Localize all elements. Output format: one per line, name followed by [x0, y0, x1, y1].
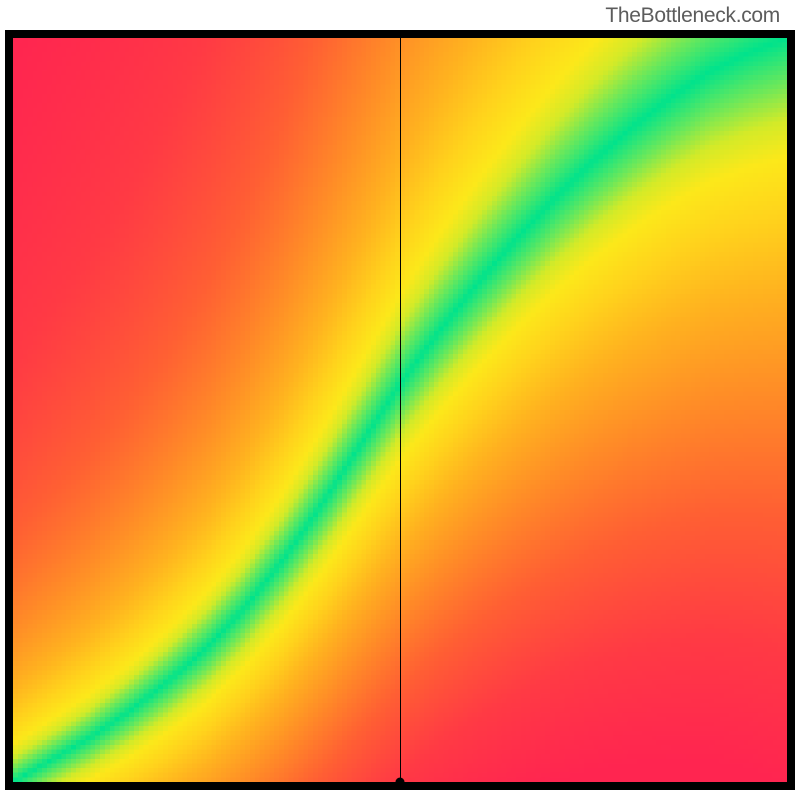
attribution-text: TheBottleneck.com [605, 4, 780, 28]
chart-frame [5, 30, 795, 790]
crosshair-vertical [400, 38, 401, 782]
crosshair-marker [396, 778, 405, 787]
